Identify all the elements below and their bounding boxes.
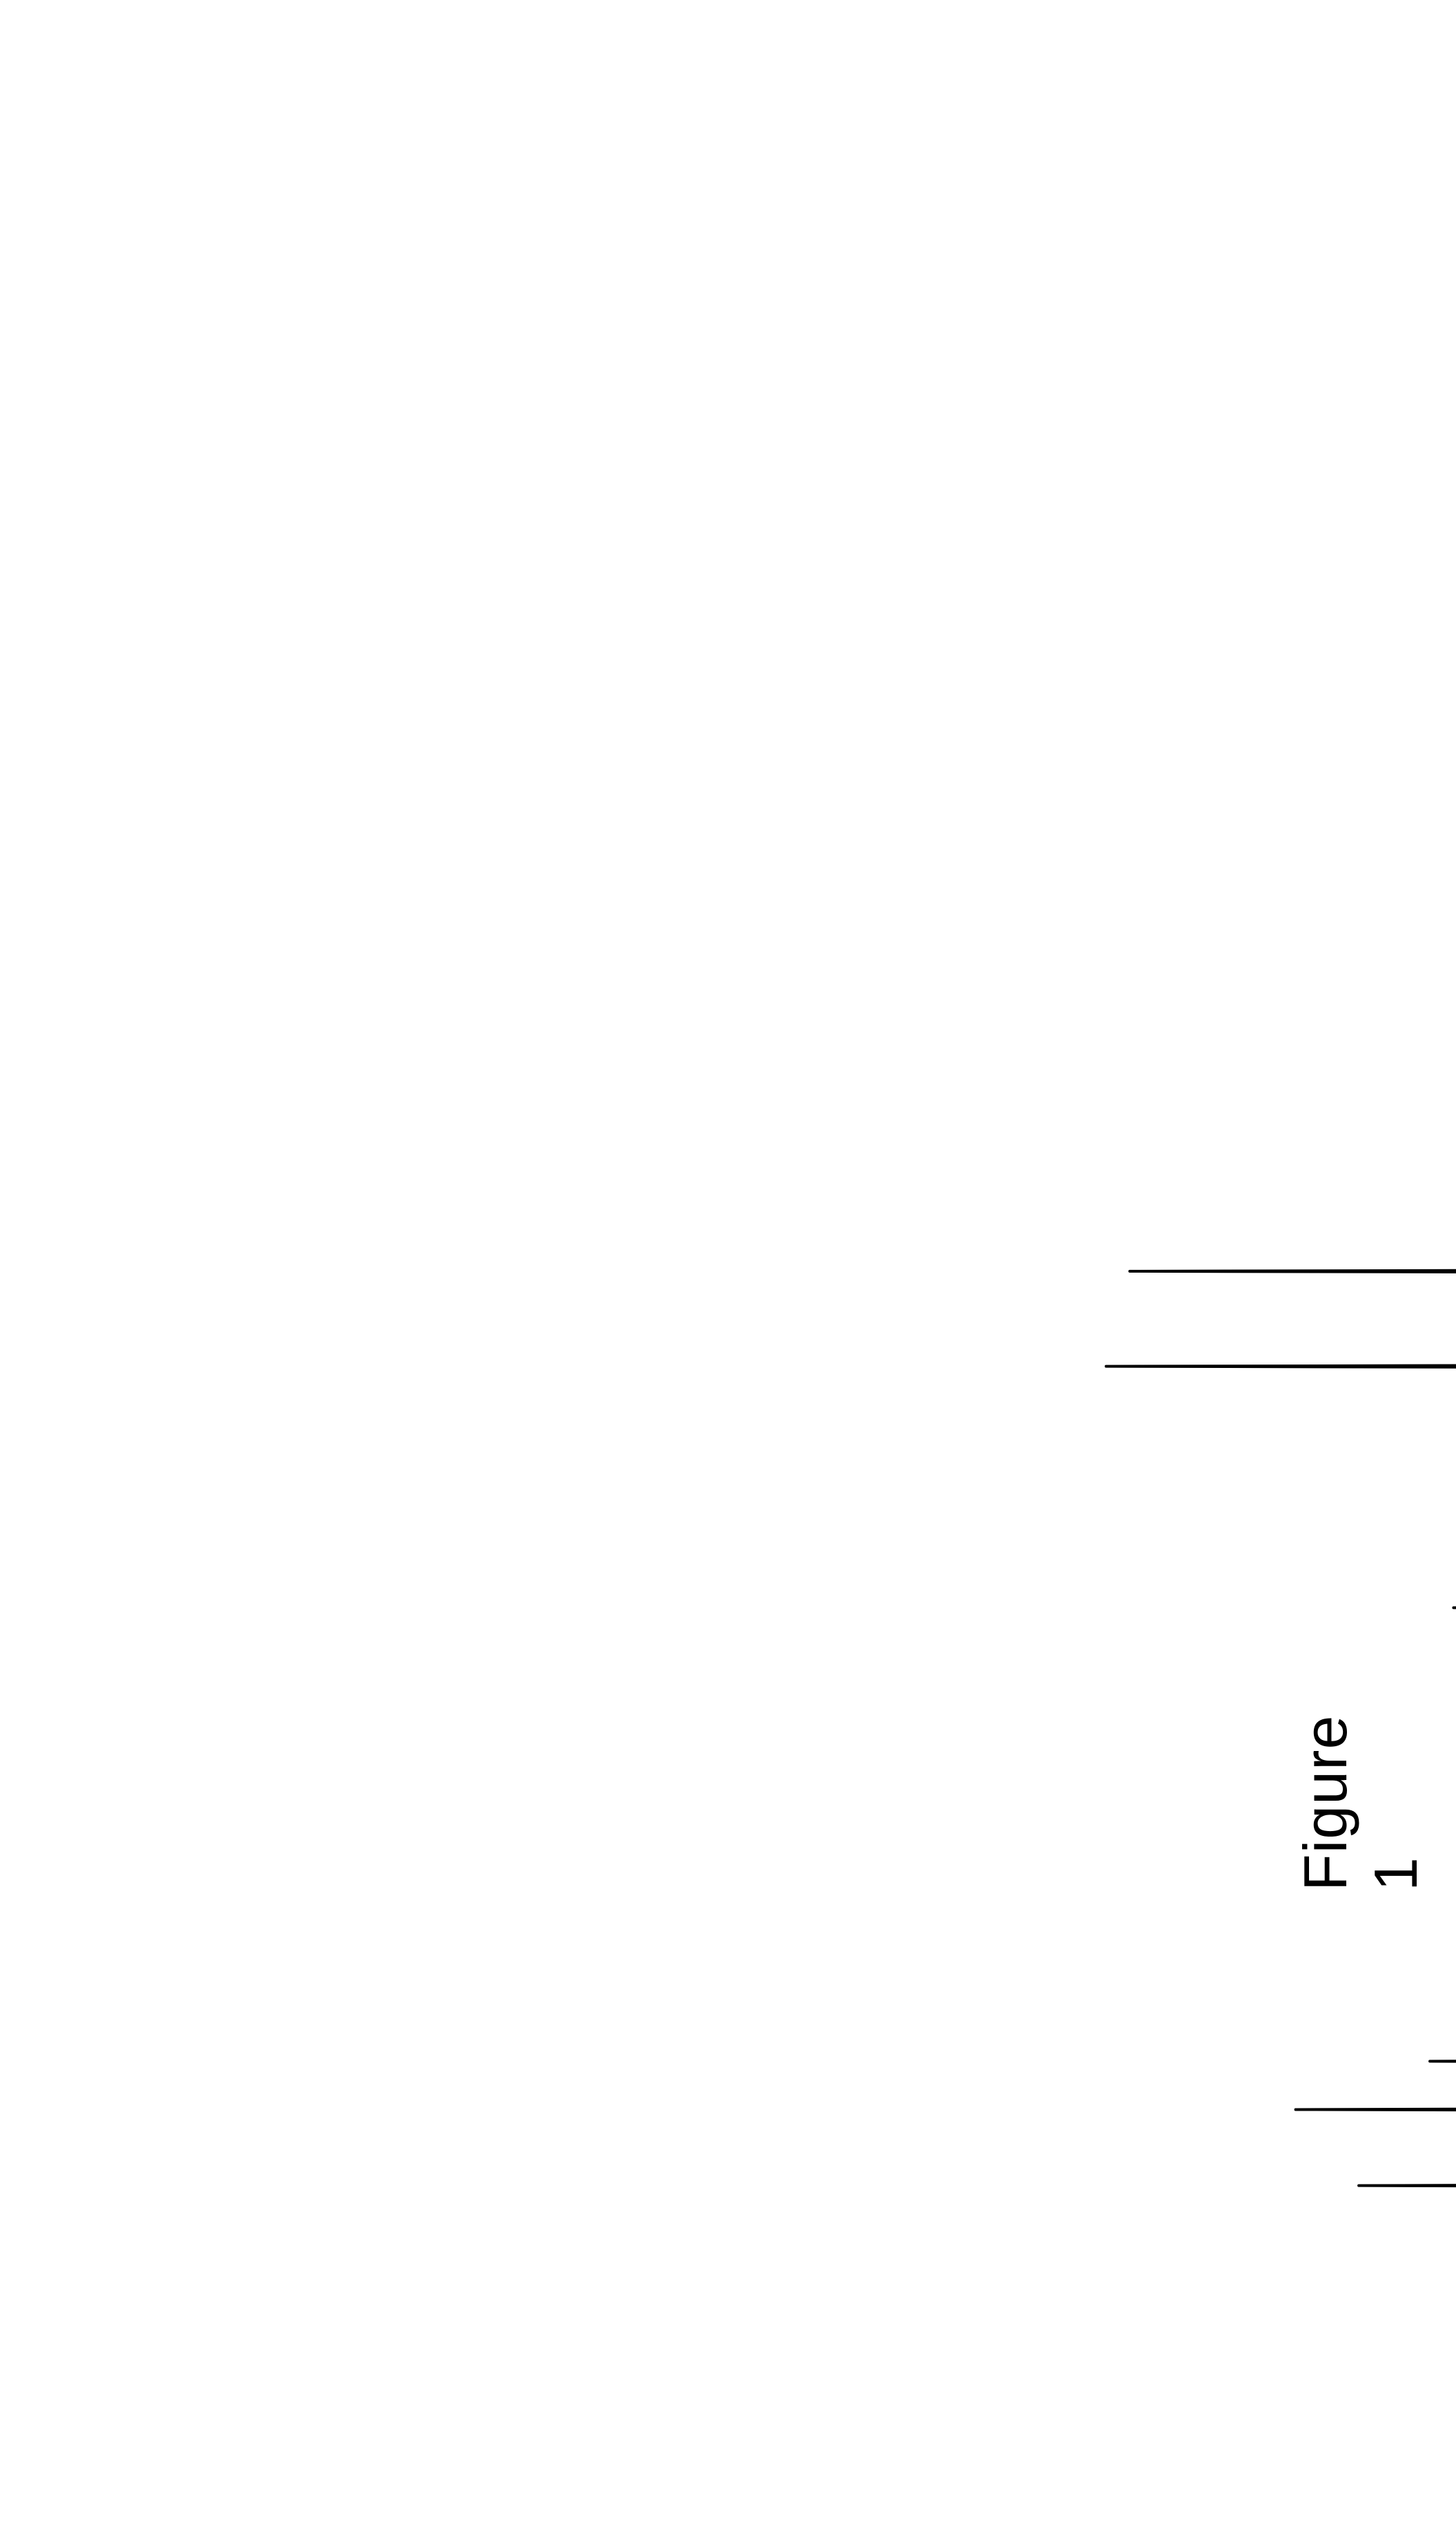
nmr-spectrum: 10987654321-0ppm1.002.151.032.161.141.17… <box>1076 697 1456 2533</box>
spectrum-trace <box>1106 759 1456 2471</box>
nmr-spectrum-wrap: 10987654321-0ppm1.002.151.032.161.141.17… <box>1076 697 1456 2533</box>
page: Figure 1 10987654321-0ppm1.002.151.032.1… <box>0 0 1456 2097</box>
